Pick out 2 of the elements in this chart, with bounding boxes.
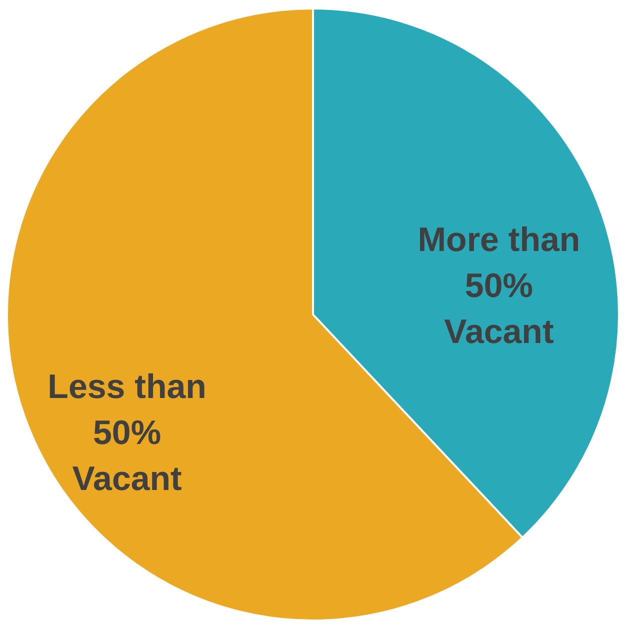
slice-label: More than 50% Vacant [418,220,580,351]
slice-label: Less than 50% Vacant [48,368,206,498]
